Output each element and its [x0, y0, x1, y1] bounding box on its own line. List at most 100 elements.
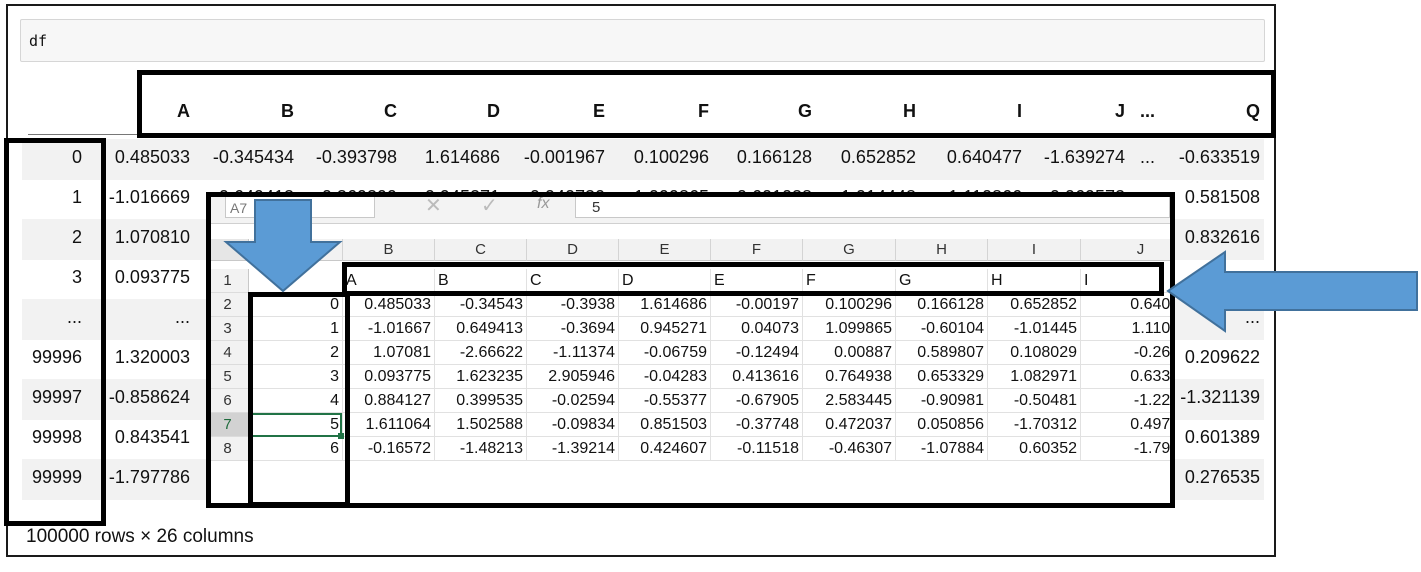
sheet-cell[interactable]: -0.34543	[435, 293, 527, 317]
sheet-cell[interactable]: 0.472037	[803, 413, 896, 437]
sheet-cell[interactable]: 4	[250, 389, 343, 413]
row-header[interactable]: 4	[207, 341, 249, 365]
sheet-cell[interactable]: -0.26404	[1081, 341, 1174, 365]
column-header[interactable]: C	[435, 239, 527, 261]
sheet-cell[interactable]: -1.70312	[988, 413, 1081, 437]
sheet-cell[interactable]: 3	[250, 365, 343, 389]
sheet-cell[interactable]: 1	[250, 317, 343, 341]
sheet-cell[interactable]: 0.399535	[435, 389, 527, 413]
sheet-cell[interactable]: 0.100296	[803, 293, 896, 317]
code-input[interactable]: df	[20, 19, 1265, 62]
column-header[interactable]: F	[711, 239, 803, 261]
sheet-cell[interactable]: -1.07884	[896, 437, 988, 461]
sheet-cell[interactable]: -0.90981	[896, 389, 988, 413]
sheet-cell[interactable]: 0.050856	[896, 413, 988, 437]
sheet-cell[interactable]: 0.653329	[896, 365, 988, 389]
sheet-cell[interactable]: -0.11518	[711, 437, 803, 461]
sheet-cell[interactable]: -2.66622	[435, 341, 527, 365]
sheet-cell[interactable]: 2.905946	[527, 365, 619, 389]
sheet-cell[interactable]: -0.06759	[619, 341, 711, 365]
column-header: F	[698, 101, 709, 121]
table-cell: -0.001967	[523, 147, 605, 167]
row-header[interactable]: 3	[207, 317, 249, 341]
sheet-cell[interactable]: -0.60104	[896, 317, 988, 341]
sheet-cell[interactable]: -1.48213	[435, 437, 527, 461]
column-header: D	[487, 101, 500, 121]
sheet-cell[interactable]: 0.649413	[435, 317, 527, 341]
fill-handle[interactable]	[338, 433, 344, 439]
sheet-cell[interactable]: -1.39214	[527, 437, 619, 461]
table-cell: 0.485033	[114, 147, 190, 167]
column-header[interactable]: G	[803, 239, 896, 261]
sheet-cell[interactable]: 0.640477	[1081, 293, 1174, 317]
sheet-cell[interactable]: 0.04073	[711, 317, 803, 341]
sheet-cell[interactable]: 0.093775	[343, 365, 435, 389]
column-header[interactable]: D	[527, 239, 619, 261]
cancel-icon[interactable]: ✕	[425, 195, 442, 217]
sheet-cell[interactable]: -1.22965	[1081, 389, 1174, 413]
sheet-cell[interactable]: -1.01445	[988, 317, 1081, 341]
sheet-cell[interactable]: -0.3938	[527, 293, 619, 317]
sheet-cell[interactable]: -0.04283	[619, 365, 711, 389]
table-cell: ...	[1139, 147, 1155, 167]
sheet-cell[interactable]: 0.166128	[896, 293, 988, 317]
row-header[interactable]: 6	[207, 389, 249, 413]
sheet-cell[interactable]: 1.099865	[803, 317, 896, 341]
sheet-cell[interactable]: 0.497343	[1081, 413, 1174, 437]
sheet-cell[interactable]: 0.945271	[619, 317, 711, 341]
sheet-cell[interactable]: 6	[250, 437, 343, 461]
sheet-cell[interactable]: -1.11374	[527, 341, 619, 365]
sheet-cell[interactable]: 1.611064	[343, 413, 435, 437]
sheet-cell[interactable]: 1.07081	[343, 341, 435, 365]
column-header[interactable]: B	[343, 239, 435, 261]
column-header[interactable]: J	[1081, 239, 1174, 261]
table-cell: 1.070810	[114, 227, 190, 247]
row-header[interactable]: 2	[207, 293, 249, 317]
sheet-cell[interactable]: 0.633434	[1081, 365, 1174, 389]
sheet-cell[interactable]: -0.46307	[803, 437, 896, 461]
sheet-cell[interactable]: 0	[250, 293, 343, 317]
column-header: Q	[1245, 101, 1260, 121]
sheet-cell[interactable]: 2	[250, 341, 343, 365]
sheet-cell[interactable]: 0.00887	[803, 341, 896, 365]
sheet-cell[interactable]: 0.413616	[711, 365, 803, 389]
sheet-cell[interactable]: 0.884127	[343, 389, 435, 413]
sheet-cell[interactable]: 1.082971	[988, 365, 1081, 389]
sheet-cell[interactable]: 1.614686	[619, 293, 711, 317]
sheet-cell[interactable]: 0.851503	[619, 413, 711, 437]
sheet-cell[interactable]: -0.50481	[988, 389, 1081, 413]
sheet-cell[interactable]: -0.02594	[527, 389, 619, 413]
sheet-cell[interactable]: 1.502588	[435, 413, 527, 437]
sheet-cell[interactable]: -1.01667	[343, 317, 435, 341]
sheet-cell[interactable]: 0.764938	[803, 365, 896, 389]
sheet-cell[interactable]: 1.623235	[435, 365, 527, 389]
sheet-cell[interactable]: -0.09834	[527, 413, 619, 437]
sheet-cell[interactable]: 2.583445	[803, 389, 896, 413]
row-header[interactable]: 1	[207, 269, 249, 293]
column-header[interactable]: I	[988, 239, 1081, 261]
sheet-cell[interactable]: -0.16572	[343, 437, 435, 461]
sheet-cell[interactable]: 0.485033	[343, 293, 435, 317]
function-icon[interactable]: fx	[537, 195, 550, 212]
sheet-cell[interactable]: 0.60352	[988, 437, 1081, 461]
sheet-cell[interactable]: 0.424607	[619, 437, 711, 461]
row-header[interactable]: 5	[207, 365, 249, 389]
column-header[interactable]: E	[619, 239, 711, 261]
enter-check-icon[interactable]: ✓	[481, 195, 498, 217]
sheet-cell[interactable]: -1.79175	[1081, 437, 1174, 461]
sheet-cell[interactable]: -0.55377	[619, 389, 711, 413]
sheet-cell[interactable]: -0.67905	[711, 389, 803, 413]
sheet-cell[interactable]: -0.12494	[711, 341, 803, 365]
column-header[interactable]: H	[896, 239, 988, 261]
sheet-cell[interactable]: 0.652852	[988, 293, 1081, 317]
sheet-cell[interactable]: 0.589807	[896, 341, 988, 365]
row-index: 99999	[31, 467, 82, 487]
table-cell: 0.640477	[946, 147, 1022, 167]
table-cell: 0.093775	[114, 267, 190, 287]
sheet-cell[interactable]: 1.110866	[1081, 317, 1174, 341]
row-header[interactable]: 7	[207, 413, 249, 437]
sheet-cell[interactable]: -0.3694	[527, 317, 619, 341]
sheet-cell[interactable]: 0.108029	[988, 341, 1081, 365]
sheet-cell[interactable]: -0.00197	[711, 293, 803, 317]
sheet-cell[interactable]: -0.37748	[711, 413, 803, 437]
